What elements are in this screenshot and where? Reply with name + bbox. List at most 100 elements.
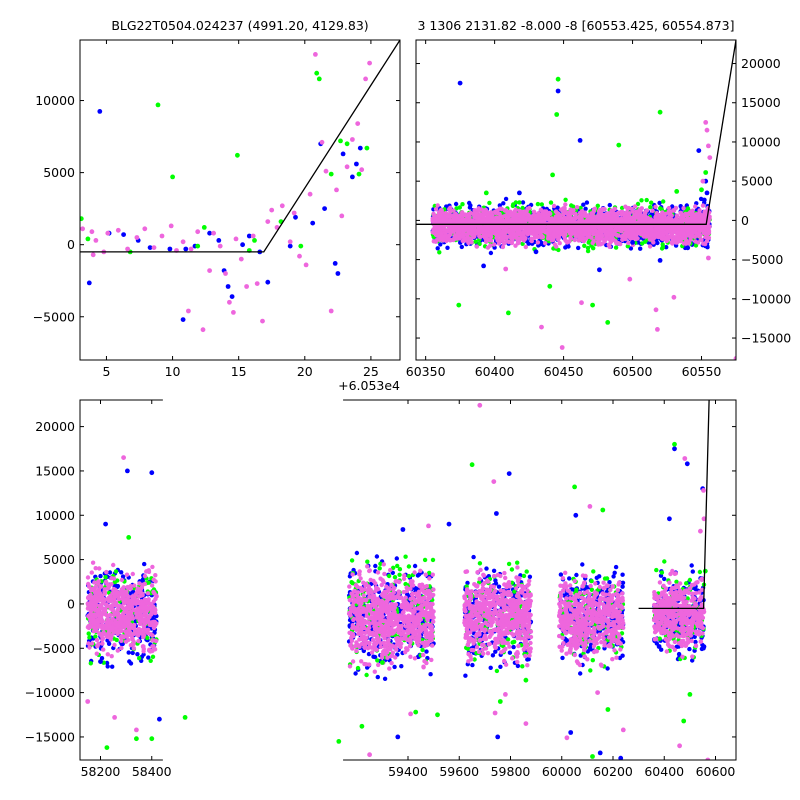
data-point-pink (430, 218, 435, 223)
data-point-green (252, 238, 257, 243)
data-point-pink (130, 623, 135, 628)
data-point-pink (539, 235, 544, 240)
data-point-blue (517, 190, 522, 196)
data-point-pink (554, 210, 560, 215)
data-point-pink (133, 592, 138, 597)
data-point-pink (614, 241, 619, 246)
data-point-pink (344, 164, 350, 170)
data-point-pink (607, 237, 612, 242)
data-point-blue (121, 232, 126, 238)
data-point-pink (533, 213, 538, 218)
data-point-green (483, 190, 489, 196)
data-point-green (137, 656, 142, 661)
data-point-green (595, 203, 600, 208)
data-point-pink (620, 233, 625, 238)
data-point-blue (335, 271, 341, 276)
data-point-pink (518, 225, 523, 231)
data-point-pink (633, 226, 638, 231)
data-point-pink (441, 225, 447, 231)
data-point-green (582, 243, 587, 248)
data-point-green (520, 205, 525, 211)
data-point-blue (332, 261, 338, 266)
data-point-green (344, 141, 350, 147)
data-point-pink (115, 610, 121, 616)
data-point-pink (367, 60, 372, 66)
data-point-blue (576, 245, 581, 251)
data-point-blue (104, 660, 110, 666)
data-point-pink (481, 213, 486, 219)
data-point-pink (138, 590, 143, 595)
data-point-blue (216, 238, 222, 243)
data-point-blue (240, 242, 246, 248)
data-point-pink (104, 569, 109, 575)
data-point-pink (355, 121, 361, 126)
data-point-pink (104, 633, 110, 639)
data-point-blue (435, 246, 440, 251)
data-point-pink (630, 234, 635, 240)
data-point-pink (448, 205, 453, 210)
data-point-green (699, 187, 704, 193)
y-tick-label: 5000 (741, 174, 773, 189)
plot-area (85, 400, 711, 760)
data-point-pink (137, 581, 142, 586)
data-point-pink (690, 229, 696, 235)
data-point-pink (537, 226, 543, 231)
data-point-green (648, 205, 653, 210)
data-point-blue (628, 246, 634, 251)
data-point-pink (627, 276, 633, 282)
data-point-pink (680, 235, 686, 241)
data-point-pink (431, 239, 436, 244)
data-point-pink (136, 594, 142, 599)
data-point-green (103, 575, 108, 580)
data-point-pink (265, 219, 271, 225)
data-point-green (338, 138, 343, 144)
data-point-pink (563, 202, 568, 207)
data-point-blue (105, 664, 110, 669)
data-point-pink (469, 240, 474, 245)
data-point-pink (521, 238, 526, 243)
data-point-pink (139, 601, 144, 606)
data-point-pink (463, 238, 468, 243)
data-point-pink (669, 213, 674, 218)
data-point-blue (293, 214, 298, 220)
data-point-pink (655, 327, 660, 332)
data-point-pink (445, 236, 451, 241)
data-point-blue (555, 88, 561, 94)
data-point-pink (617, 228, 622, 233)
data-point-pink (647, 244, 653, 249)
data-point-pink (134, 615, 139, 620)
data-point-pink (693, 215, 698, 220)
data-point-blue (105, 638, 110, 643)
data-point-pink (461, 234, 466, 239)
data-point-pink (363, 76, 368, 82)
data-point-pink (151, 589, 156, 595)
data-point-pink (653, 214, 658, 220)
data-point-blue (696, 148, 702, 154)
data-point-pink (599, 236, 605, 241)
data-point-pink (579, 209, 585, 214)
data-point-pink (647, 219, 652, 225)
data-point-pink (154, 594, 159, 599)
data-point-green (585, 248, 591, 254)
data-point-blue (225, 284, 231, 289)
y-tick-label: −5000 (741, 252, 783, 267)
data-point-green (578, 205, 583, 211)
data-point-pink (706, 143, 711, 149)
data-point-pink (539, 324, 544, 330)
data-point-pink (567, 212, 572, 217)
data-point-pink (634, 211, 639, 216)
data-point-green (86, 631, 91, 636)
data-point-blue (577, 138, 583, 143)
data-point-pink (470, 228, 475, 233)
data-point-pink (476, 225, 481, 231)
data-point-blue (581, 202, 586, 207)
data-point-blue (354, 161, 359, 167)
data-point-pink (457, 219, 462, 225)
data-point-blue (583, 206, 588, 211)
data-point-pink (678, 210, 683, 215)
data-point-pink (126, 637, 131, 643)
data-point-pink (685, 219, 690, 225)
data-point-pink (700, 178, 706, 184)
data-point-pink (677, 218, 682, 224)
data-point-blue (113, 583, 118, 588)
